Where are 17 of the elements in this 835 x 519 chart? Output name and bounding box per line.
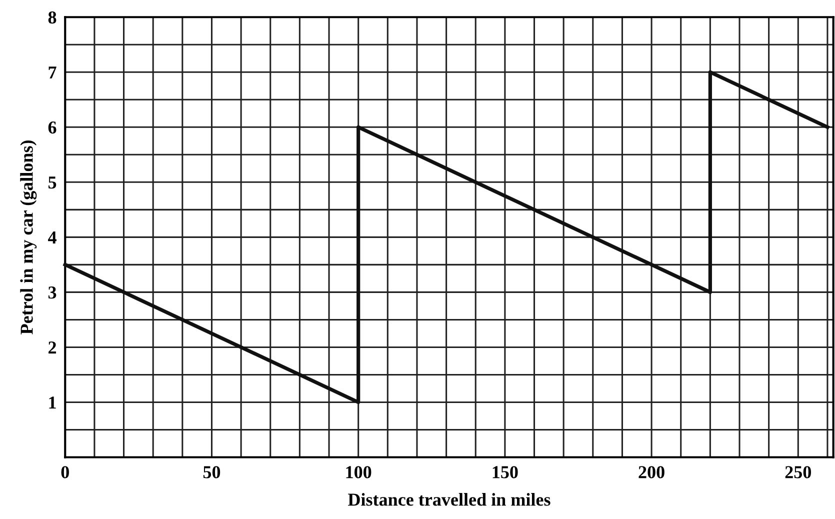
x-tick-label: 200 [638, 466, 664, 478]
x-axis-title: Distance travelled in miles [348, 493, 550, 506]
x-tick-label: 0 [61, 466, 69, 478]
y-tick-label: 4 [48, 232, 56, 244]
y-tick-label: 8 [48, 11, 56, 24]
x-tick-label: 50 [203, 466, 220, 478]
y-axis-title: Petrol in my car (gallons) [20, 140, 37, 334]
y-tick-label: 6 [48, 121, 56, 134]
x-tick-label: 100 [346, 466, 372, 478]
x-tick-label: 250 [785, 466, 811, 478]
line-series [63, 70, 830, 404]
y-tick-label: 7 [48, 66, 56, 78]
y-tick-label: 3 [48, 286, 56, 299]
y-tick-label: 2 [48, 342, 56, 354]
y-tick-label: 5 [48, 176, 56, 189]
y-tick-label: 1 [49, 396, 56, 408]
x-tick-label: 150 [492, 466, 518, 478]
